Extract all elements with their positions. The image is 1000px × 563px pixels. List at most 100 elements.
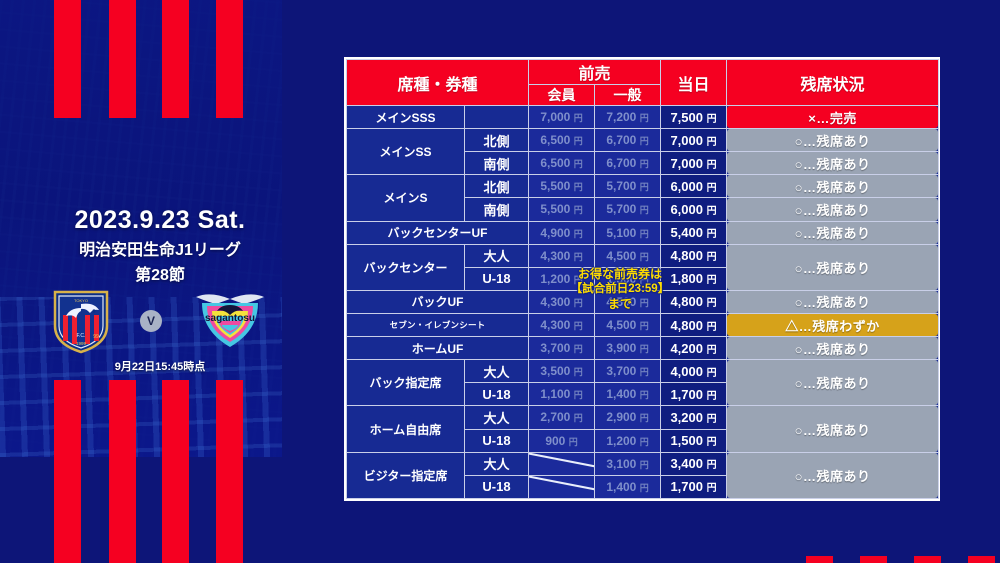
- seat-type-label: ホーム自由席: [346, 405, 465, 453]
- header-availability: 残席状況: [726, 59, 940, 106]
- crest-row: TOKYO 99 F.C. 1999 V: [0, 285, 320, 357]
- red-stripe-bottom-1: [54, 380, 81, 563]
- matchday-price: 6,000 円: [660, 174, 728, 199]
- red-stripe-corner-1: [806, 556, 833, 563]
- header-matchday: 当日: [660, 59, 728, 106]
- presale-member-price: 900 円: [528, 428, 596, 453]
- matchday-price: 5,400 円: [660, 220, 728, 245]
- presale-member-price: 1,100 円: [528, 382, 596, 407]
- table-row: バック指定席 大人 3,500 円 3,700 円 4,000 円 ○…残席あり: [346, 359, 940, 407]
- status-badge-sold: ×…完売: [727, 106, 939, 129]
- seat-type-label: メインS: [346, 174, 465, 222]
- availability-cell: ○…残席あり: [726, 197, 940, 222]
- seat-type-label: ホームUF: [345, 336, 530, 361]
- availability-cell: ○…残席あり: [726, 405, 940, 453]
- availability-cell: ○…残席あり: [726, 451, 940, 500]
- table-row: U-18 1,400 円 1,700 円: [347, 474, 939, 500]
- presale-general-price: 5,700 円: [594, 174, 662, 199]
- presale-member-price: 2,700 円: [528, 405, 596, 430]
- presale-member-price: 3,500 円: [528, 359, 596, 384]
- seat-subtype-label: 大人: [463, 359, 530, 384]
- seat-subtype-label: U-18: [463, 428, 530, 453]
- availability-cell: ○…残席あり: [726, 220, 940, 245]
- seat-subtype-blank: [463, 104, 530, 130]
- presale-general-price: 7,200 円: [594, 104, 662, 130]
- matchday-price: 3,400 円: [660, 451, 728, 476]
- seat-subtype-label: 大人: [463, 243, 530, 268]
- table-row: メインS 北側 5,500 円 5,700 円 6,000 円 ○…残席あり: [346, 174, 940, 222]
- matchday-price: 4,800 円: [660, 312, 728, 338]
- svg-text:1999: 1999: [76, 341, 87, 346]
- seat-type-label: バックセンターUF: [345, 220, 530, 245]
- ticket-availability-table: 席種・券種 前売 当日 残席状況 会員 一般 メインSSS 7,000 円 7,20…: [344, 57, 940, 501]
- presale-general-price: 1,500 円: [594, 266, 662, 291]
- matchday-price: 1,800 円: [660, 266, 728, 291]
- header-row-1: 席種・券種 前売 当日 残席状況: [345, 59, 940, 106]
- fc-tokyo-crest: TOKYO 99 F.C. 1999: [52, 288, 110, 354]
- presale-general-price: 3,100 円: [594, 451, 662, 476]
- table-row: バックUF 4,300 円 4,500 円 4,800 円 ○…残席あり: [345, 289, 940, 314]
- seat-subtype-label: 北側: [463, 128, 530, 153]
- presale-general-price: 5,700 円: [594, 197, 662, 222]
- seat-subtype-label: U-18: [463, 474, 530, 500]
- status-badge-avail: ○…残席あり: [727, 198, 939, 221]
- presale-member-price: 4,300 円: [528, 243, 596, 268]
- seat-type-label: セブン・イレブンシート: [345, 312, 530, 338]
- versus-badge: V: [140, 310, 162, 332]
- red-stripe-top-3: [162, 0, 189, 118]
- table-row: U-18 1,200 円 1,500 円 1,800 円: [347, 266, 939, 291]
- status-badge-avail: ○…残席あり: [727, 452, 939, 498]
- presale-general-price: 4,500 円: [594, 243, 662, 268]
- seat-subtype-label: U-18: [463, 382, 530, 407]
- match-round: 第28節: [135, 267, 185, 284]
- seat-subtype-label: 南側: [463, 197, 530, 222]
- table-row: ホーム自由席 大人 2,700 円 2,900 円 3,200 円 ○…残席あり: [346, 405, 940, 453]
- availability-cell: ○…残席あり: [726, 336, 940, 361]
- matchday-price: 1,500 円: [660, 428, 728, 453]
- presale-member-price: 6,500 円: [528, 128, 596, 153]
- presale-general-price: 3,700 円: [594, 359, 662, 384]
- presale-general-price: 1,400 円: [594, 474, 662, 500]
- red-stripe-top-1: [54, 0, 81, 118]
- red-stripe-corner-2: [860, 556, 887, 563]
- header-general: 一般: [594, 84, 662, 106]
- matchday-price: 1,700 円: [660, 382, 728, 407]
- presale-member-price: 6,500 円: [528, 151, 596, 176]
- presale-member-price: 4,300 円: [528, 312, 596, 338]
- svg-text:F.C.: F.C.: [77, 333, 86, 339]
- seat-subtype-label: 大人: [463, 405, 530, 430]
- presale-general-price: 4,500 円: [594, 289, 662, 314]
- status-badge-avail: ○…残席あり: [727, 337, 939, 360]
- seat-type-label: メインSSS: [346, 104, 465, 130]
- header-row-2: 会員 一般: [347, 84, 939, 106]
- table-head: 席種・券種 前売 当日 残席状況 会員 一般: [345, 59, 940, 106]
- red-stripe-corner-4: [968, 556, 995, 563]
- table-body: メインSSS 7,000 円 7,200 円 7,500 円 ×…完売 メインSS 北側 6,…: [345, 104, 940, 500]
- svg-text:TOKYO: TOKYO: [74, 298, 88, 303]
- presale-general-price: 5,100 円: [594, 220, 662, 245]
- table-row: U-18 1,100 円 1,400 円 1,700 円: [347, 382, 939, 407]
- status-badge-avail: ○…残席あり: [727, 152, 939, 175]
- presale-member-price: 1,200 円: [528, 266, 596, 291]
- seat-subtype-label: 大人: [463, 451, 530, 476]
- status-badge-avail: ○…残席あり: [727, 175, 939, 198]
- presale-general-price: 4,500 円: [594, 312, 662, 338]
- status-badge-avail: ○…残席あり: [727, 290, 939, 313]
- table-row: 南側 5,500 円 5,700 円 6,000 円 ○…残席あり: [347, 197, 940, 222]
- seat-type-label: メインSS: [346, 128, 465, 176]
- matchday-price: 6,000 円: [660, 197, 728, 222]
- status-badge-avail: ○…残席あり: [727, 406, 939, 452]
- matchday-price: 7,000 円: [660, 128, 728, 153]
- red-stripe-bottom-2: [109, 380, 136, 563]
- availability-cell: △…残席わずか: [726, 312, 940, 338]
- availability-cell: ×…完売: [726, 104, 940, 130]
- presale-member-price: 4,900 円: [528, 220, 596, 245]
- matchday-price: 4,000 円: [660, 359, 728, 384]
- presale-member-price: 4,300 円: [528, 289, 596, 314]
- match-info-panel: 2023.9.23 Sat. 明治安田生命J1リーグ 第28節 TOKYO 99: [0, 0, 320, 563]
- svg-text:sagantosu: sagantosu: [205, 313, 255, 324]
- availability-cell: ○…残席あり: [726, 128, 940, 153]
- status-badge-avail: ○…残席あり: [727, 221, 939, 244]
- status-badge-avail: ○…残席あり: [727, 129, 939, 152]
